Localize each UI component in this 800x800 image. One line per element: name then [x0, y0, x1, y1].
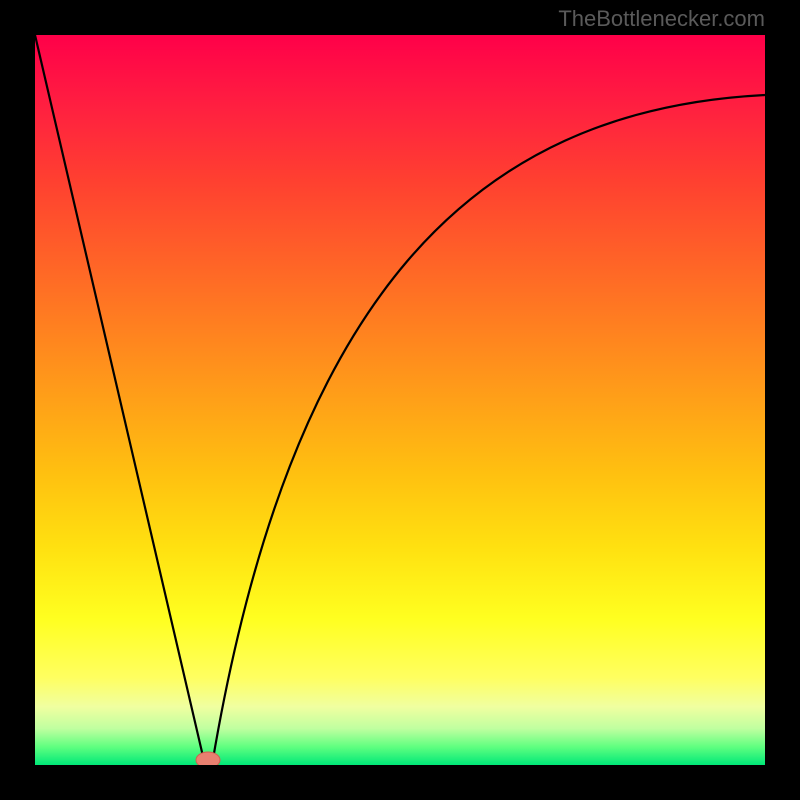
- bottleneck-curve-chart: TheBottlenecker.com: [0, 0, 800, 800]
- plot-background: [35, 35, 765, 765]
- source-watermark: TheBottlenecker.com: [558, 6, 765, 31]
- chart-container: TheBottlenecker.com: [0, 0, 800, 800]
